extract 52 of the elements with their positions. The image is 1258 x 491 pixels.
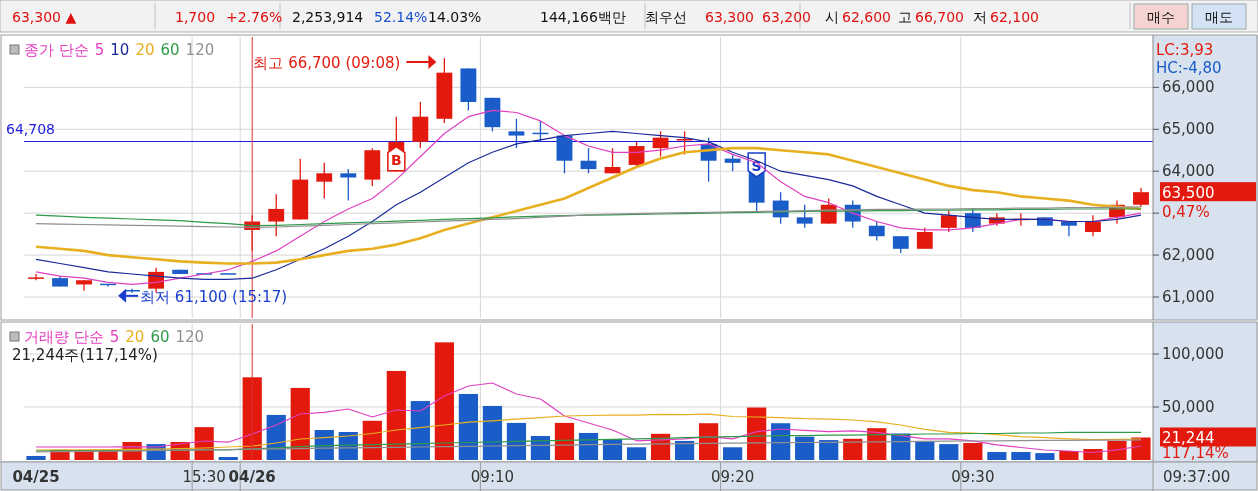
text: 63,500 [1162, 184, 1215, 203]
x-tick-label: 04/26 [228, 468, 276, 486]
text: 63,300 ▲ [12, 9, 77, 25]
y-tick-label: 100,000 [1162, 345, 1225, 363]
text: 20 [125, 328, 145, 346]
text: 5 [109, 328, 120, 346]
y-tick-label: 61,000 [1162, 288, 1215, 307]
y-tick-label: 62,000 [1162, 246, 1215, 265]
text: 0,47% [1162, 203, 1210, 222]
text: 20 [135, 41, 155, 59]
x-tick-label: 09:10 [470, 468, 515, 486]
text: 1,700 [175, 9, 216, 25]
legend-title: 종가 단순 [24, 41, 89, 59]
x-tick-label: 04/25 [12, 468, 60, 486]
annotation: 최고 66,700 (09:08) [253, 53, 401, 72]
text: 14.03% [428, 9, 482, 25]
text: 매수 [1147, 9, 1175, 25]
x-tick-label: 09:30 [951, 468, 995, 486]
y-tick-label: 50,000 [1162, 398, 1215, 416]
legend-title: 거래량 단순 [24, 328, 104, 346]
y-tick-label: 66,000 [1162, 78, 1215, 97]
y-tick-label: 64,000 [1162, 162, 1215, 181]
text: 고 [898, 9, 912, 25]
x-tick-label: 09:20 [711, 468, 755, 486]
text: 52.14% [374, 9, 428, 25]
text: 63,200 [762, 9, 811, 25]
text: +2.76% [226, 9, 283, 25]
text: LC:3,93 [1156, 41, 1214, 59]
text: 5 [94, 41, 105, 59]
data-label: B [390, 151, 402, 168]
text: 매도 [1205, 9, 1233, 25]
text: 120 [175, 328, 205, 346]
ref-line-label: 64,708 [6, 120, 55, 137]
text: 09:37:00 [1163, 468, 1231, 486]
text: 60 [150, 328, 170, 346]
text: 시 [825, 9, 839, 25]
y-tick-label: 65,000 [1162, 120, 1215, 139]
text: 120 [185, 41, 215, 59]
x-tick-label: 15:30 [182, 468, 226, 486]
text: 10 [110, 41, 130, 59]
text: 2,253,914 [292, 9, 364, 25]
text: 62,100 [990, 9, 1039, 25]
text: 144,166백만 [540, 9, 626, 25]
text: 60 [160, 41, 180, 59]
text: 62,600 [842, 9, 891, 25]
text: HC:-4,80 [1156, 59, 1222, 77]
text: 66,700 [915, 9, 964, 25]
text: 63,300 [705, 9, 754, 25]
text: 최우선 [645, 9, 687, 25]
annotation: 21,244주(117,14%) [12, 346, 158, 364]
text: 저 [973, 9, 987, 25]
data-label: S [751, 157, 762, 174]
